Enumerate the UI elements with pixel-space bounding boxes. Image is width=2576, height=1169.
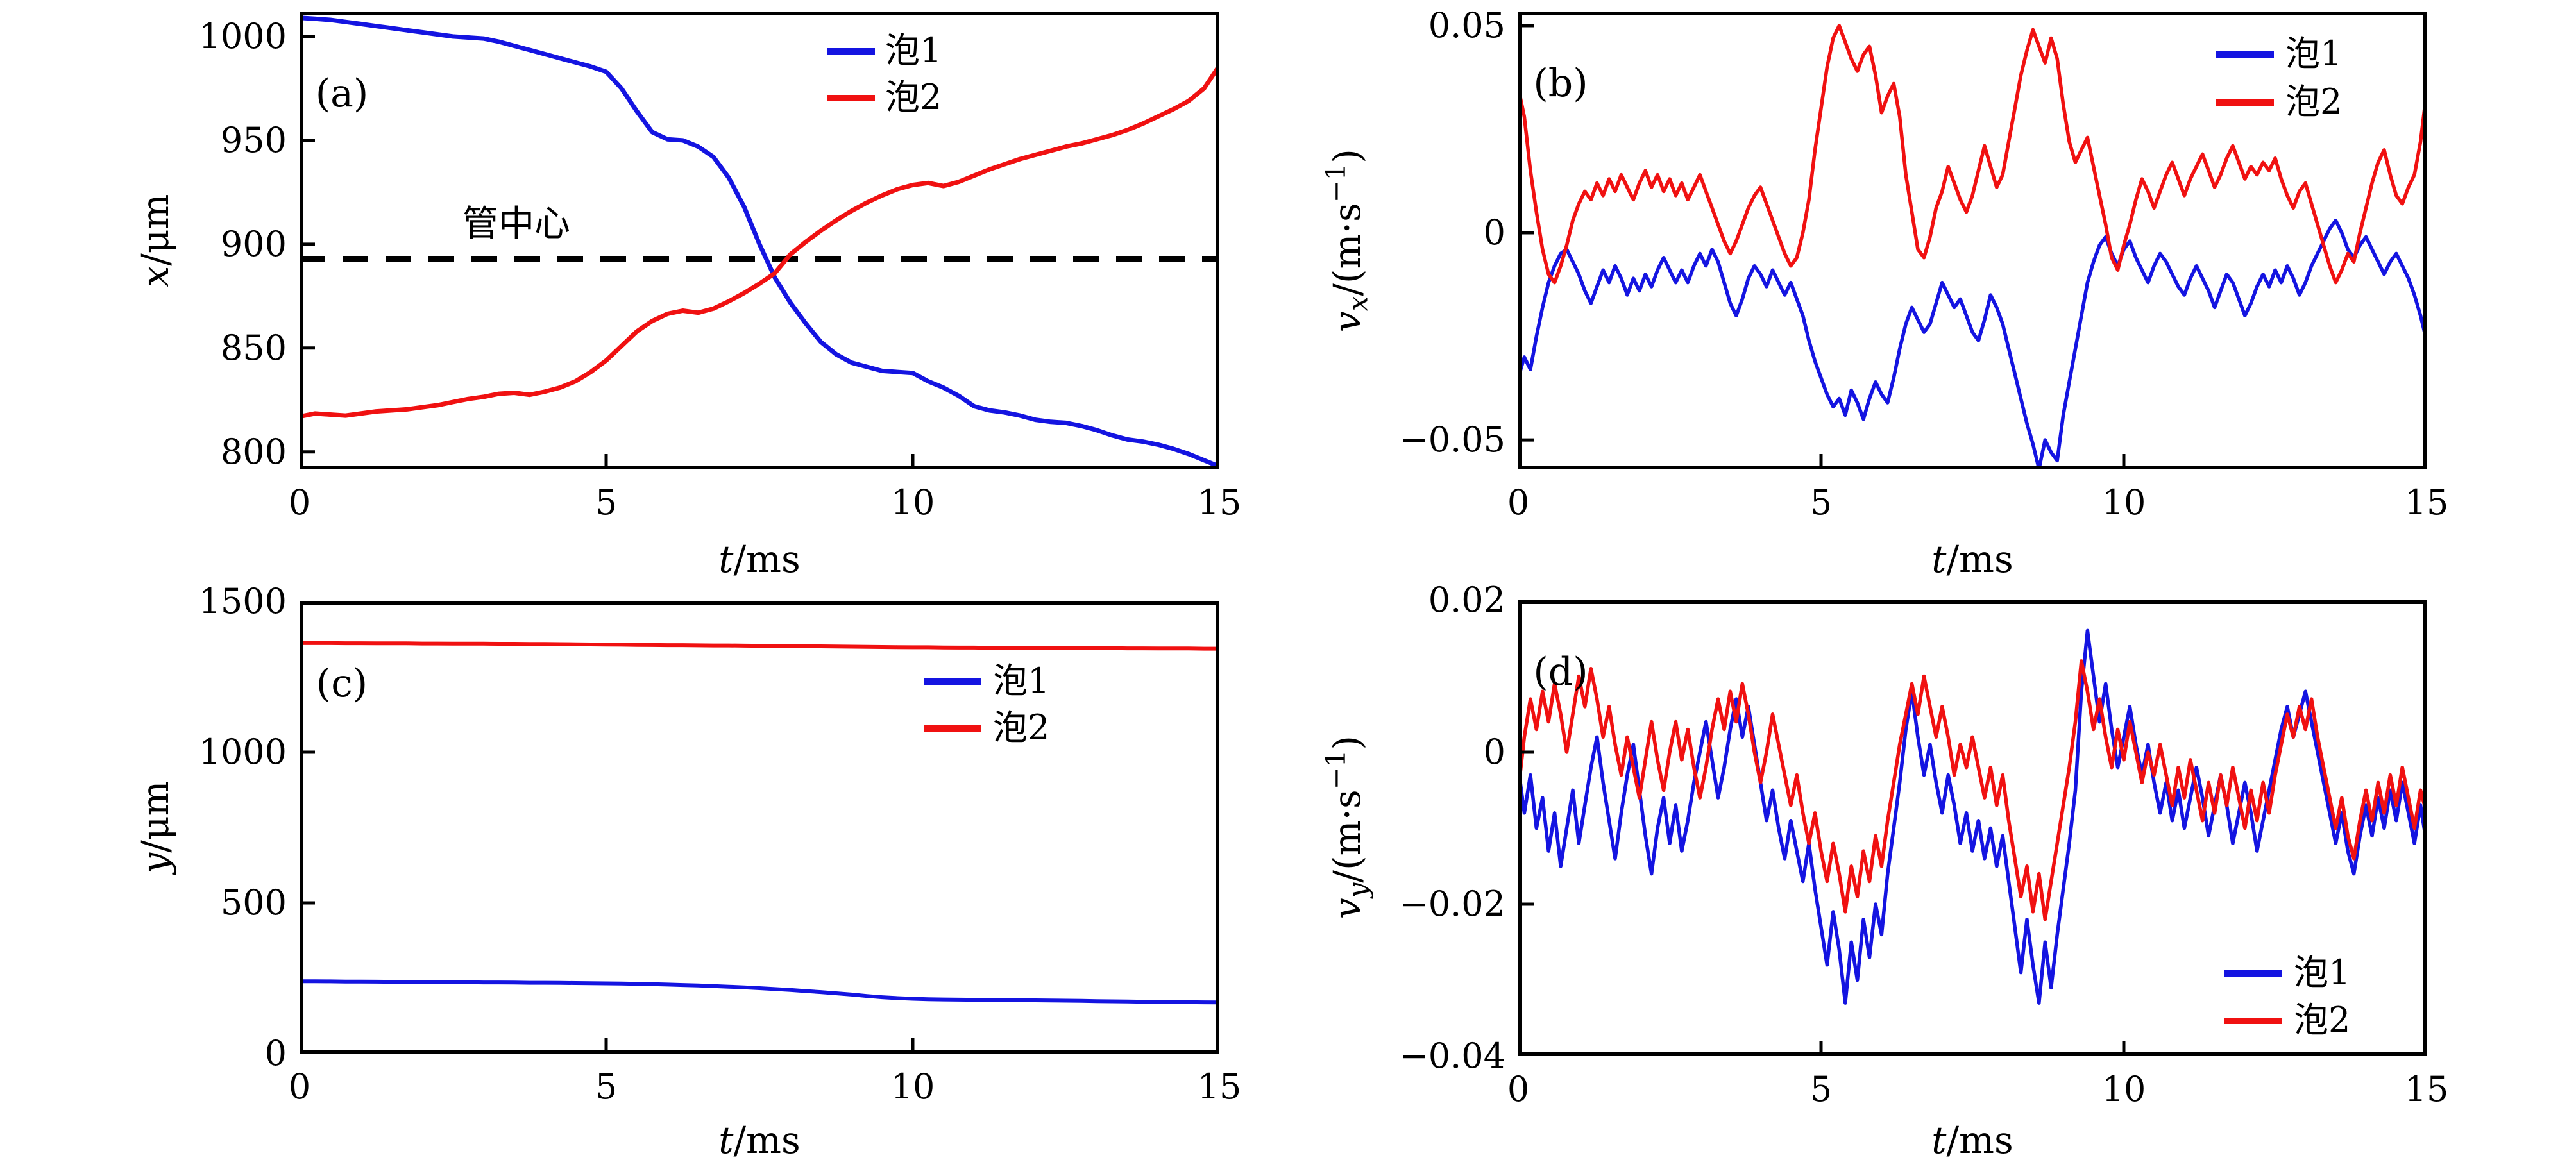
y-tick-label: 0 [1483, 212, 1505, 253]
legend-line-swatch [2224, 1018, 2282, 1024]
x-tick-label: 0 [1507, 1069, 1530, 1109]
y-tick-label: 500 [220, 882, 287, 923]
y-tick-label: 1500 [198, 581, 287, 621]
x-axis-label: t/ms [718, 537, 801, 581]
legend-line-swatch [924, 678, 981, 685]
plot-area-c [300, 601, 1219, 1054]
legend-label: 泡2 [2294, 999, 2351, 1040]
y-axis-label: vy/(m·s−1) [1319, 736, 1374, 919]
y-axis-label: x/μm [133, 194, 177, 287]
legend-label: 泡2 [885, 76, 942, 117]
axes-border [300, 12, 1219, 469]
x-tick-label: 15 [1197, 482, 1242, 523]
panel-tag: (b) [1533, 61, 1588, 106]
series-line-泡2 [300, 63, 1219, 419]
legend-label: 泡1 [885, 29, 942, 71]
panel-tag: (a) [315, 71, 369, 116]
legend-label: 泡1 [2294, 952, 2351, 993]
y-tick-label: 900 [220, 223, 287, 264]
x-tick-label: 5 [595, 1066, 618, 1107]
legend-label: 泡1 [2285, 33, 2343, 74]
axes-border [1518, 600, 2427, 1056]
x-tick-label: 10 [2101, 1069, 2146, 1109]
x-tick-label: 0 [288, 482, 311, 523]
x-tick-label: 15 [2404, 482, 2449, 523]
y-tick-label: 950 [220, 119, 287, 160]
legend-line-swatch [827, 95, 875, 101]
legend-label: 泡1 [993, 660, 1050, 701]
y-tick-label: 0.05 [1428, 4, 1505, 46]
y-tick-label: 1000 [198, 732, 287, 772]
y-tick-label: 0.02 [1428, 580, 1505, 620]
x-tick-label: 10 [2101, 482, 2146, 523]
series-line-泡1 [1518, 628, 2427, 1005]
y-axis-label: vx/(m·s−1) [1319, 149, 1374, 332]
x-tick-label: 0 [1507, 482, 1530, 523]
legend-label: 泡2 [993, 707, 1050, 748]
y-tick-label: −0.04 [1399, 1036, 1505, 1076]
x-tick-label: 10 [890, 1066, 935, 1107]
y-tick-label: 800 [220, 431, 287, 472]
y-tick-label: −0.05 [1399, 419, 1505, 460]
panel-tag: (d) [1533, 650, 1588, 694]
x-tick-label: 5 [1809, 482, 1833, 523]
x-tick-label: 15 [1197, 1066, 1242, 1107]
legend-line-swatch [924, 725, 981, 732]
x-axis-label: t/ms [1931, 537, 2013, 581]
axes-border [1518, 12, 2427, 469]
series-line-泡1 [300, 979, 1219, 1005]
x-tick-label: 15 [2404, 1069, 2449, 1109]
legend-line-swatch [2216, 99, 2274, 106]
y-tick-label: 0 [264, 1033, 287, 1073]
legend-line-swatch [827, 48, 875, 55]
y-tick-label: 0 [1483, 732, 1505, 772]
plot-area-d [1518, 600, 2427, 1056]
legend-line-swatch [2216, 51, 2274, 58]
y-tick-label: 1000 [198, 15, 287, 56]
series-line-泡1 [1518, 218, 2427, 469]
axes-border [300, 601, 1219, 1054]
series-line-泡2 [1518, 24, 2427, 285]
x-axis-label: t/ms [718, 1118, 801, 1162]
y-axis-label: y/μm [133, 780, 177, 874]
plot-area-a [300, 12, 1219, 469]
x-tick-label: 10 [890, 482, 935, 523]
series-line-泡1 [300, 15, 1219, 469]
plot-area-b [1518, 12, 2427, 469]
x-tick-label: 0 [288, 1066, 311, 1107]
y-tick-label: −0.02 [1399, 884, 1505, 924]
legend-line-swatch [2224, 970, 2282, 977]
series-line-泡2 [300, 641, 1219, 651]
legend-label: 泡2 [2285, 81, 2343, 122]
x-tick-label: 5 [595, 482, 618, 523]
x-axis-label: t/ms [1931, 1118, 2013, 1162]
x-tick-label: 5 [1809, 1069, 1833, 1109]
series-line-泡2 [1518, 659, 2427, 921]
tube-center-annotation: 管中心 [462, 203, 570, 245]
panel-tag: (c) [316, 661, 368, 706]
y-tick-label: 850 [220, 327, 287, 368]
